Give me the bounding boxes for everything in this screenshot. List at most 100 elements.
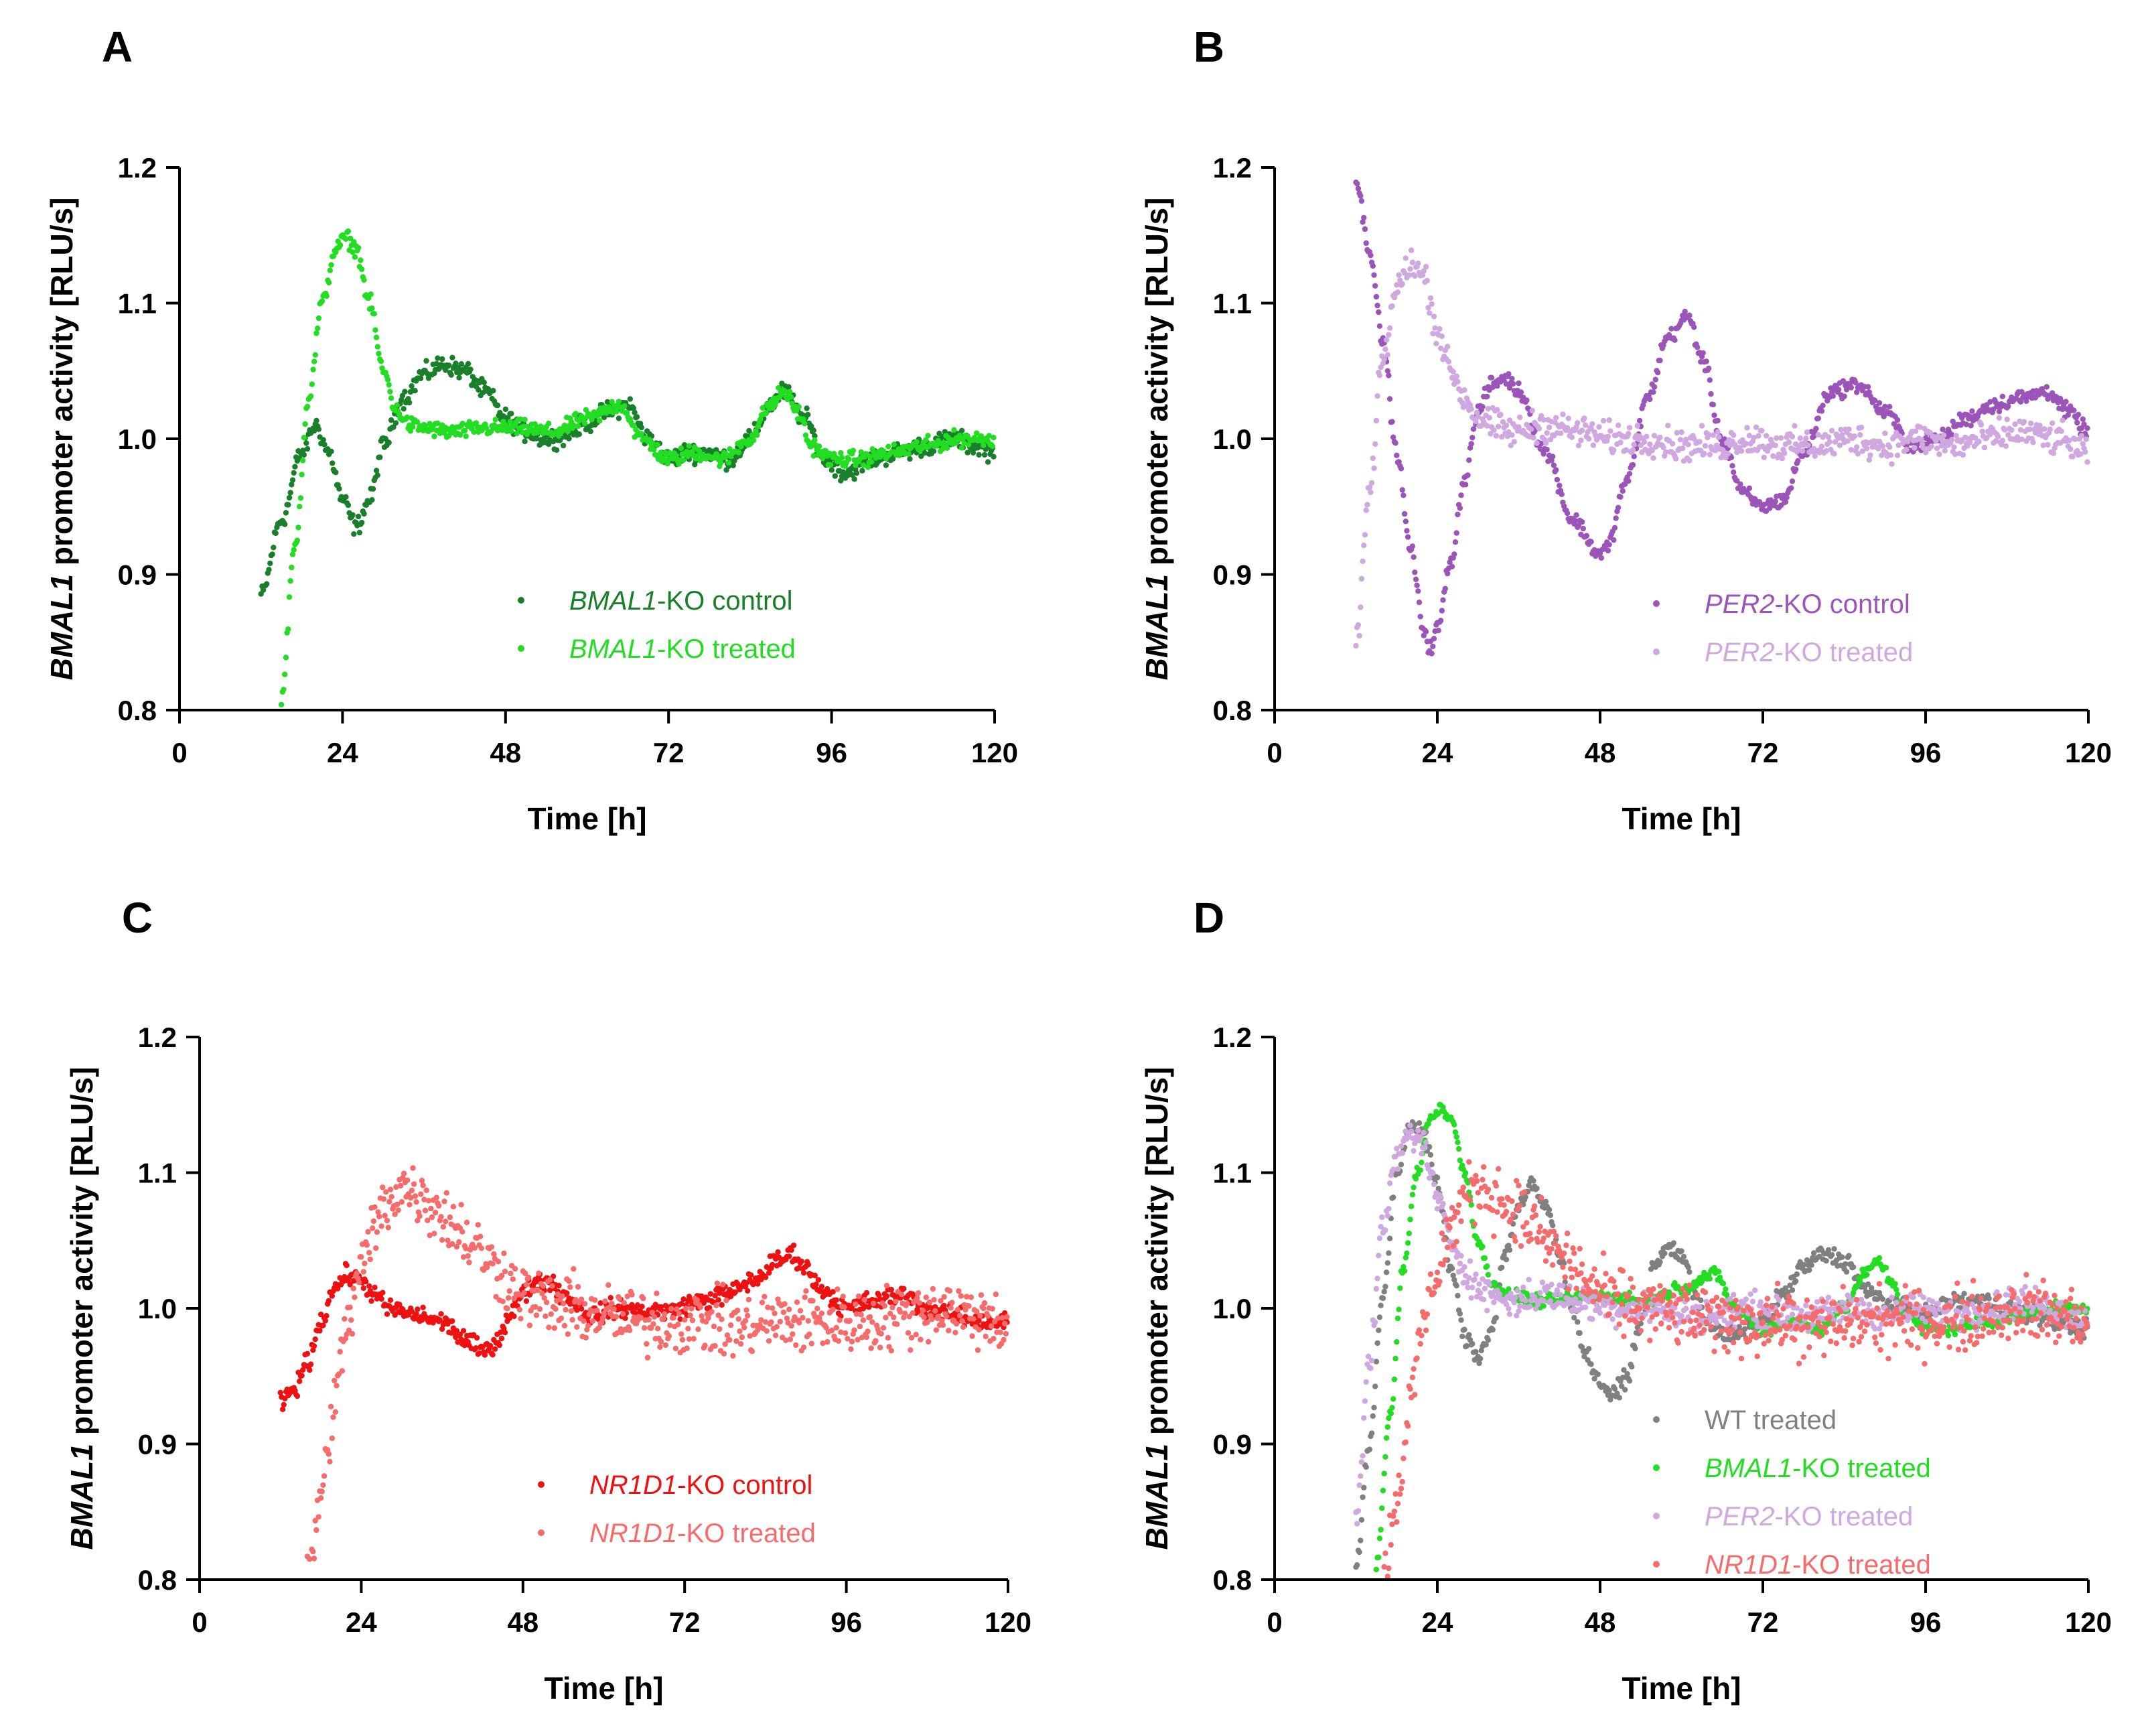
data-point	[788, 394, 794, 400]
data-point	[638, 1315, 644, 1321]
data-point	[1376, 309, 1382, 316]
data-point	[460, 1254, 467, 1260]
data-point	[1516, 380, 1522, 387]
data-point	[498, 1273, 505, 1279]
data-point	[365, 1229, 371, 1235]
data-point	[715, 1312, 721, 1318]
data-point	[922, 437, 929, 443]
data-point	[2003, 443, 2009, 450]
data-point	[546, 1324, 552, 1330]
data-point	[429, 1214, 435, 1221]
data-point	[523, 1298, 530, 1304]
data-point	[1611, 1386, 1618, 1392]
data-point	[507, 419, 513, 425]
data-point	[1867, 452, 1873, 458]
data-point	[913, 1332, 919, 1338]
data-point	[1390, 434, 1396, 440]
data-point	[737, 1328, 743, 1334]
data-point	[1546, 1206, 1553, 1213]
data-point	[1409, 247, 1415, 253]
data-point	[1419, 1160, 1425, 1166]
data-point	[732, 1289, 739, 1296]
data-point	[1887, 403, 1893, 410]
data-point	[800, 1269, 807, 1276]
data-point	[1498, 411, 1504, 418]
data-point	[853, 1311, 860, 1317]
data-point	[1503, 422, 1510, 429]
data-point	[727, 446, 733, 452]
data-point	[1499, 1264, 1505, 1271]
data-point	[1356, 632, 1362, 639]
data-point	[857, 1323, 863, 1330]
data-point	[1782, 499, 1789, 505]
data-point	[1390, 1194, 1396, 1200]
data-point	[1506, 1286, 1512, 1292]
data-point	[910, 1310, 916, 1316]
data-point	[350, 512, 356, 518]
data-point	[1618, 1383, 1625, 1389]
data-point	[1698, 1297, 1704, 1304]
data-point	[2017, 427, 2024, 433]
data-point	[1626, 431, 1632, 437]
data-point	[484, 1264, 490, 1271]
data-point	[1381, 1470, 1387, 1476]
data-point	[1360, 219, 1366, 225]
data-point	[1836, 387, 1842, 393]
data-point	[848, 1346, 854, 1353]
data-point	[1380, 360, 1386, 366]
data-point	[1453, 530, 1459, 536]
y-tick-label: 0.9	[118, 559, 157, 591]
data-point	[326, 1298, 332, 1304]
data-point	[1589, 421, 1595, 427]
data-point	[594, 1308, 600, 1314]
data-point	[1630, 462, 1636, 468]
data-point	[550, 1273, 557, 1280]
data-point	[417, 375, 424, 382]
data-point	[816, 1315, 822, 1321]
data-point	[1606, 541, 1612, 548]
data-point	[1734, 449, 1740, 456]
data-point	[1407, 1217, 1413, 1223]
data-point	[1848, 447, 1854, 453]
data-point	[1376, 1327, 1382, 1334]
data-point	[397, 1302, 403, 1308]
legend-gene: BMAL1	[569, 586, 657, 616]
data-point	[1792, 423, 1798, 429]
data-point	[397, 1182, 404, 1189]
data-point	[1368, 252, 1374, 259]
data-point	[1371, 465, 1377, 472]
data-point	[1649, 447, 1655, 454]
data-point	[607, 1295, 614, 1301]
data-point	[1613, 515, 1619, 521]
data-point	[463, 433, 469, 439]
data-point	[951, 427, 957, 433]
data-point	[407, 399, 413, 406]
data-point	[1432, 325, 1438, 331]
data-point	[315, 426, 322, 432]
data-point	[277, 1389, 283, 1395]
data-point	[1920, 445, 1926, 451]
data-point	[727, 1322, 734, 1328]
data-point	[766, 1269, 772, 1276]
data-points	[1353, 1101, 2090, 1580]
data-point	[533, 1278, 540, 1285]
data-point	[1772, 442, 1778, 449]
data-point	[1376, 372, 1383, 378]
data-point	[355, 513, 362, 520]
x-tick-label: 48	[507, 1606, 538, 1638]
data-point	[473, 1345, 479, 1351]
data-point	[321, 441, 328, 447]
data-point	[571, 1266, 577, 1272]
data-point	[820, 1340, 826, 1347]
data-point	[370, 1225, 376, 1231]
data-point	[1963, 421, 1970, 427]
data-point	[1573, 512, 1579, 518]
data-point	[418, 1191, 424, 1197]
data-point	[378, 1296, 384, 1302]
data-point	[1452, 1129, 1459, 1135]
data-point	[356, 1280, 362, 1286]
data-point	[1362, 532, 1368, 538]
data-point	[1737, 481, 1743, 487]
data-point	[961, 440, 967, 446]
